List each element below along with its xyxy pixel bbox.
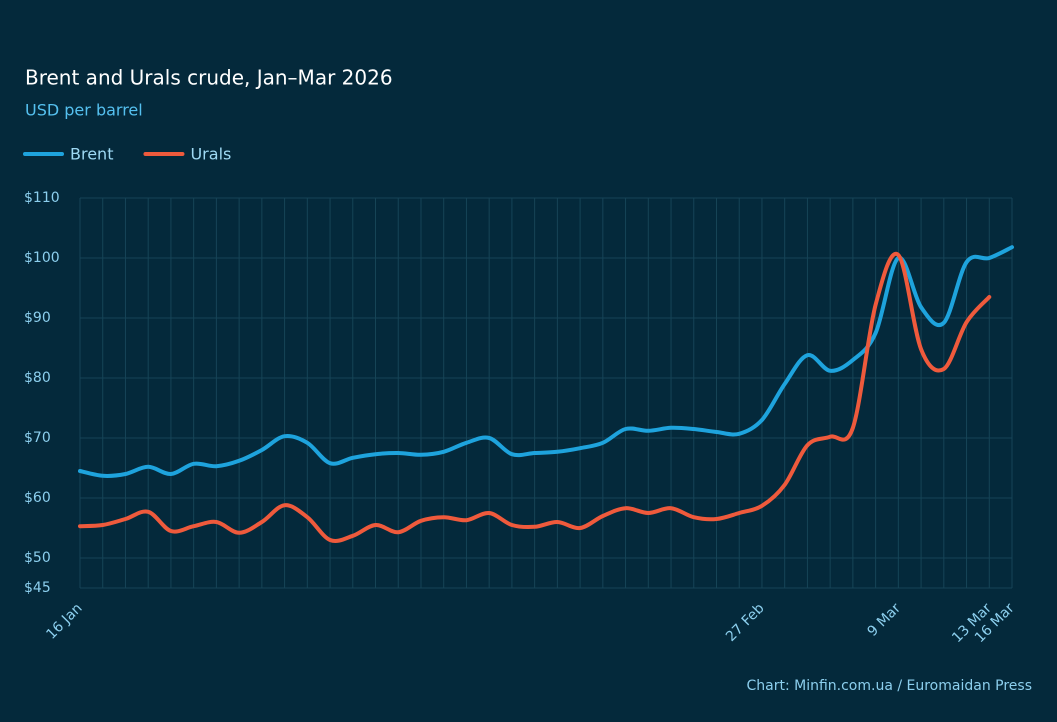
y-tick-label: $45 [24,580,51,596]
x-tick-label: 9 Mar [865,600,905,640]
y-tick-label: $90 [24,310,51,326]
chart-title: Brent and Urals crude, Jan–Mar 2026 [25,66,393,90]
y-tick-label: $60 [24,490,51,506]
y-tick-label: $100 [24,250,60,266]
source: Chart: Minfin.com.ua / Euromaidan Press [746,678,1032,694]
series-line [78,251,992,543]
y-tick-label: $50 [24,550,51,566]
y-tick-label: $70 [24,430,51,446]
series-line [78,245,1014,478]
x-tick-label: 16 Jan [43,600,85,642]
legend-label: Urals [190,145,231,164]
y-tick-label: $80 [24,370,51,386]
legend-label: Brent [70,145,113,164]
chart-subtitle: USD per barrel [25,101,143,120]
y-tick-label: $110 [24,190,60,206]
x-tick-label: 27 Feb [723,600,768,645]
